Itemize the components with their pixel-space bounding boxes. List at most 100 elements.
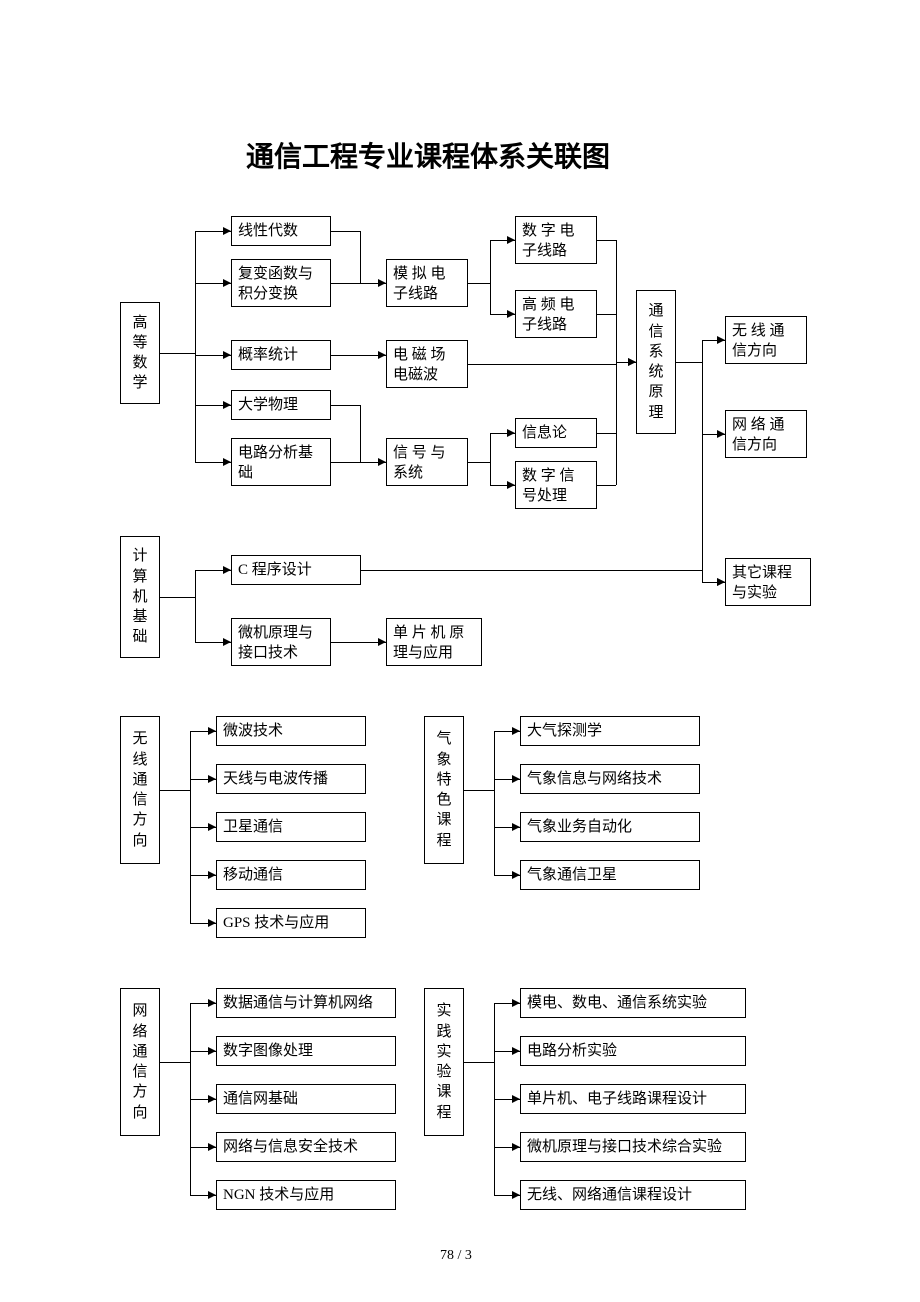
arrow <box>512 1191 520 1199</box>
arrow <box>223 401 231 409</box>
node-szxl: 数 字 电子线路 <box>515 216 597 264</box>
edge <box>331 405 360 406</box>
arrow <box>512 999 520 1007</box>
arrow <box>208 1047 216 1055</box>
edge <box>195 231 196 462</box>
arrow <box>223 566 231 574</box>
edge <box>160 790 190 791</box>
node-jsj: 计算机基础 <box>120 536 160 658</box>
arrow <box>223 351 231 359</box>
arrow <box>507 481 515 489</box>
node-qxxx: 气象信息与网络技术 <box>520 764 700 794</box>
edge <box>490 433 491 485</box>
arrow <box>223 638 231 646</box>
arrow <box>628 358 636 366</box>
edge <box>160 597 195 598</box>
node-dpj: 单 片 机 原理与应用 <box>386 618 482 666</box>
arrow <box>378 458 386 466</box>
arrow <box>208 775 216 783</box>
edge <box>331 231 360 232</box>
arrow <box>512 775 520 783</box>
node-dxwl: 大学物理 <box>231 390 331 420</box>
node-ngn: NGN 技术与应用 <box>216 1180 396 1210</box>
edge <box>331 283 360 284</box>
arrow <box>208 823 216 831</box>
edge <box>597 314 616 315</box>
node-qtkc: 其它课程与实验 <box>725 558 811 606</box>
arrow <box>512 823 520 831</box>
edge <box>490 240 491 314</box>
node-wxsj: 无线、网络通信课程设计 <box>520 1180 746 1210</box>
arrow <box>507 236 515 244</box>
node-ydtx: 移动通信 <box>216 860 366 890</box>
arrow <box>512 1095 520 1103</box>
node-wbjs: 微波技术 <box>216 716 366 746</box>
edge <box>702 340 703 582</box>
arrow <box>512 727 520 735</box>
arrow <box>223 227 231 235</box>
node-txw: 通信网基础 <box>216 1084 396 1114</box>
edge <box>464 1062 494 1063</box>
edge <box>464 790 494 791</box>
node-glt: 概率统计 <box>231 340 331 370</box>
arrow <box>223 458 231 466</box>
page-title: 通信工程专业课程体系关联图 <box>246 135 610 175</box>
arrow <box>717 336 725 344</box>
arrow <box>223 279 231 287</box>
node-cprog: C 程序设计 <box>231 555 361 585</box>
node-sjtx: 数据通信与计算机网络 <box>216 988 396 1018</box>
diagram-canvas: 通信工程专业课程体系关联图 78 / 3 高等数学线性代数复变函数与积分变换概率… <box>0 0 920 1302</box>
node-gpxl: 高 频 电子线路 <box>515 290 597 338</box>
node-txxt: 通信系统原理 <box>636 290 676 434</box>
arrow <box>512 1143 520 1151</box>
arrow <box>717 578 725 586</box>
node-wxfx1: 无 线 通信方向 <box>725 316 807 364</box>
arrow <box>208 999 216 1007</box>
arrow <box>208 1143 216 1151</box>
edge <box>360 405 361 462</box>
edge <box>597 433 616 434</box>
node-dlfx: 电路分析基础 <box>231 438 331 486</box>
node-qxts: 气象特色课程 <box>424 716 464 864</box>
arrow <box>208 871 216 879</box>
node-dcc: 电 磁 场电磁波 <box>386 340 468 388</box>
node-mdsy: 模电、数电、通信系统实验 <box>520 988 746 1018</box>
arrow <box>512 871 520 879</box>
node-mn: 模 拟 电子线路 <box>386 259 468 307</box>
arrow <box>507 429 515 437</box>
node-wjyl: 微机原理与接口技术 <box>231 618 331 666</box>
edge <box>331 462 360 463</box>
arrow <box>208 727 216 735</box>
edge <box>468 462 490 463</box>
node-wlfx1: 网 络 通信方向 <box>725 410 807 458</box>
arrow <box>512 1047 520 1055</box>
node-dpjsj: 单片机、电子线路课程设计 <box>520 1084 746 1114</box>
edge <box>195 570 196 642</box>
arrow <box>507 310 515 318</box>
node-xxl: 信息论 <box>515 418 597 448</box>
edge <box>494 731 495 875</box>
node-szxh: 数 字 信号处理 <box>515 461 597 509</box>
node-txdb: 天线与电波传播 <box>216 764 366 794</box>
node-sztx: 数字图像处理 <box>216 1036 396 1066</box>
edge <box>160 353 195 354</box>
edge <box>597 485 616 486</box>
node-wlaq: 网络与信息安全技术 <box>216 1132 396 1162</box>
node-xhxt: 信 号 与系统 <box>386 438 468 486</box>
node-sjkc: 实践实验课程 <box>424 988 464 1136</box>
node-fbhs: 复变函数与积分变换 <box>231 259 331 307</box>
node-xxds: 线性代数 <box>231 216 331 246</box>
arrow <box>378 351 386 359</box>
node-wxfx2: 无线通信方向 <box>120 716 160 864</box>
node-qxyw: 气象业务自动化 <box>520 812 700 842</box>
node-dlsy: 电路分析实验 <box>520 1036 746 1066</box>
arrow <box>378 279 386 287</box>
edge <box>597 240 616 241</box>
arrow <box>717 430 725 438</box>
arrow <box>208 1191 216 1199</box>
arrow <box>378 638 386 646</box>
node-gps: GPS 技术与应用 <box>216 908 366 938</box>
arrow <box>208 919 216 927</box>
edge <box>702 570 703 582</box>
page-footer: 78 / 3 <box>440 1248 472 1264</box>
